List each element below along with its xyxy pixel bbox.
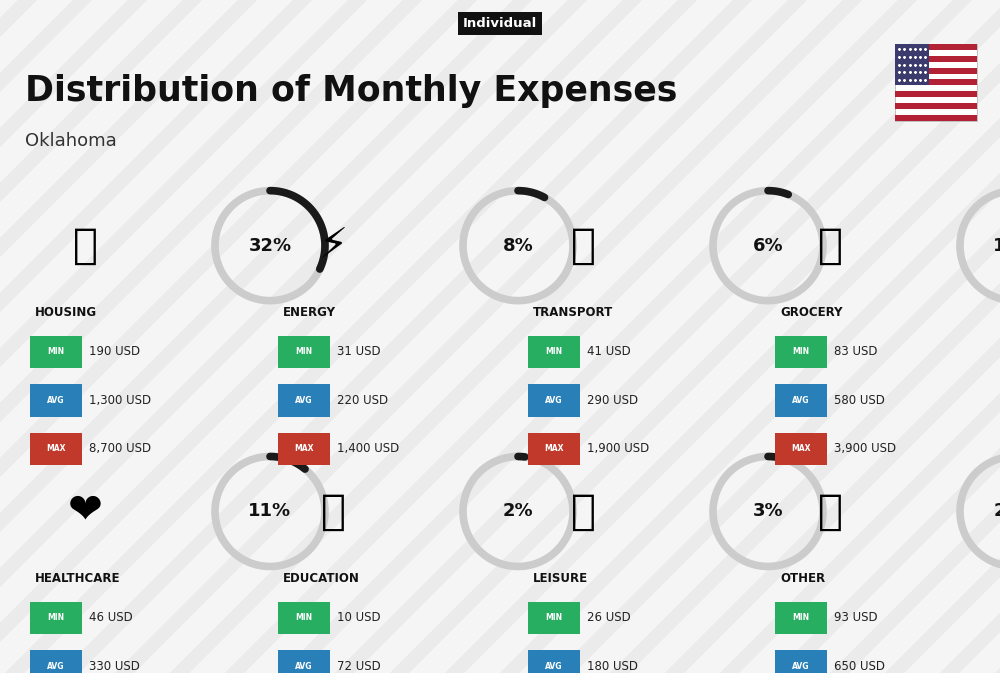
Text: 83 USD: 83 USD <box>834 345 878 359</box>
FancyBboxPatch shape <box>278 433 330 465</box>
Text: 18%: 18% <box>993 237 1000 254</box>
FancyBboxPatch shape <box>30 602 82 634</box>
Text: 93 USD: 93 USD <box>834 611 878 625</box>
Text: AVG: AVG <box>295 396 313 405</box>
Text: 🛍️: 🛍️ <box>571 491 596 532</box>
Text: 3,900 USD: 3,900 USD <box>834 442 896 456</box>
Text: AVG: AVG <box>545 396 563 405</box>
Text: MIN: MIN <box>47 347 65 357</box>
FancyBboxPatch shape <box>30 650 82 673</box>
FancyBboxPatch shape <box>775 433 827 465</box>
Text: ENERGY: ENERGY <box>283 306 336 320</box>
FancyBboxPatch shape <box>278 384 330 417</box>
Text: 3%: 3% <box>753 503 783 520</box>
Text: 1,300 USD: 1,300 USD <box>89 394 151 407</box>
FancyBboxPatch shape <box>30 433 82 465</box>
Text: HOUSING: HOUSING <box>35 306 97 320</box>
FancyBboxPatch shape <box>278 650 330 673</box>
FancyBboxPatch shape <box>528 336 580 368</box>
Text: 32%: 32% <box>248 237 292 254</box>
Text: ❤️: ❤️ <box>68 491 102 532</box>
FancyBboxPatch shape <box>775 650 827 673</box>
Text: AVG: AVG <box>47 396 65 405</box>
Text: 650 USD: 650 USD <box>834 660 885 673</box>
Text: 190 USD: 190 USD <box>89 345 140 359</box>
Text: 180 USD: 180 USD <box>587 660 638 673</box>
Text: 41 USD: 41 USD <box>587 345 631 359</box>
Text: AVG: AVG <box>792 662 810 671</box>
FancyBboxPatch shape <box>775 336 827 368</box>
Text: MAX: MAX <box>294 444 314 454</box>
Text: 220 USD: 220 USD <box>337 394 388 407</box>
Text: 🎓: 🎓 <box>320 491 346 532</box>
FancyBboxPatch shape <box>775 384 827 417</box>
Text: 31 USD: 31 USD <box>337 345 381 359</box>
Text: HEALTHCARE: HEALTHCARE <box>35 572 120 586</box>
FancyBboxPatch shape <box>775 602 827 634</box>
Text: MIN: MIN <box>792 347 810 357</box>
Text: MIN: MIN <box>545 347 563 357</box>
FancyBboxPatch shape <box>895 103 977 109</box>
FancyBboxPatch shape <box>278 602 330 634</box>
Text: GROCERY: GROCERY <box>780 306 842 320</box>
Text: 290 USD: 290 USD <box>587 394 638 407</box>
Text: Oklahoma: Oklahoma <box>25 133 117 150</box>
FancyBboxPatch shape <box>895 44 929 85</box>
FancyBboxPatch shape <box>895 67 977 73</box>
Text: 46 USD: 46 USD <box>89 611 133 625</box>
FancyBboxPatch shape <box>895 79 977 85</box>
Text: 26 USD: 26 USD <box>587 611 631 625</box>
FancyBboxPatch shape <box>895 92 977 98</box>
Text: MIN: MIN <box>295 613 313 623</box>
Text: AVG: AVG <box>792 396 810 405</box>
FancyBboxPatch shape <box>895 115 977 121</box>
Text: MIN: MIN <box>792 613 810 623</box>
Text: 8%: 8% <box>503 237 533 254</box>
Text: 2%: 2% <box>503 503 533 520</box>
Text: Distribution of Monthly Expenses: Distribution of Monthly Expenses <box>25 74 677 108</box>
Text: 1,400 USD: 1,400 USD <box>337 442 399 456</box>
Text: 1,900 USD: 1,900 USD <box>587 442 649 456</box>
Text: 🚌: 🚌 <box>571 225 596 267</box>
FancyBboxPatch shape <box>528 433 580 465</box>
Text: 🛒: 🛒 <box>818 225 843 267</box>
Text: Individual: Individual <box>463 17 537 30</box>
FancyBboxPatch shape <box>895 56 977 62</box>
Text: 580 USD: 580 USD <box>834 394 885 407</box>
FancyBboxPatch shape <box>528 650 580 673</box>
Text: MIN: MIN <box>47 613 65 623</box>
Text: TRANSPORT: TRANSPORT <box>533 306 613 320</box>
Text: MIN: MIN <box>295 347 313 357</box>
FancyBboxPatch shape <box>528 384 580 417</box>
Text: 8,700 USD: 8,700 USD <box>89 442 151 456</box>
Text: AVG: AVG <box>545 662 563 671</box>
Text: MIN: MIN <box>545 613 563 623</box>
FancyBboxPatch shape <box>528 602 580 634</box>
Text: EDUCATION: EDUCATION <box>283 572 360 586</box>
Text: AVG: AVG <box>295 662 313 671</box>
Text: 11%: 11% <box>248 503 292 520</box>
Text: AVG: AVG <box>47 662 65 671</box>
Text: 20%: 20% <box>993 503 1000 520</box>
FancyBboxPatch shape <box>895 44 977 121</box>
Text: OTHER: OTHER <box>780 572 825 586</box>
Text: 6%: 6% <box>753 237 783 254</box>
FancyBboxPatch shape <box>30 384 82 417</box>
Text: MAX: MAX <box>46 444 66 454</box>
Text: 10 USD: 10 USD <box>337 611 381 625</box>
Text: MAX: MAX <box>791 444 811 454</box>
Text: LEISURE: LEISURE <box>533 572 588 586</box>
Text: MAX: MAX <box>544 444 564 454</box>
Text: 💰: 💰 <box>818 491 843 532</box>
Text: 🏢: 🏢 <box>72 225 97 267</box>
FancyBboxPatch shape <box>30 336 82 368</box>
Text: 330 USD: 330 USD <box>89 660 140 673</box>
Text: ⚡: ⚡ <box>318 225 348 267</box>
FancyBboxPatch shape <box>278 336 330 368</box>
FancyBboxPatch shape <box>895 44 977 50</box>
Text: 72 USD: 72 USD <box>337 660 381 673</box>
